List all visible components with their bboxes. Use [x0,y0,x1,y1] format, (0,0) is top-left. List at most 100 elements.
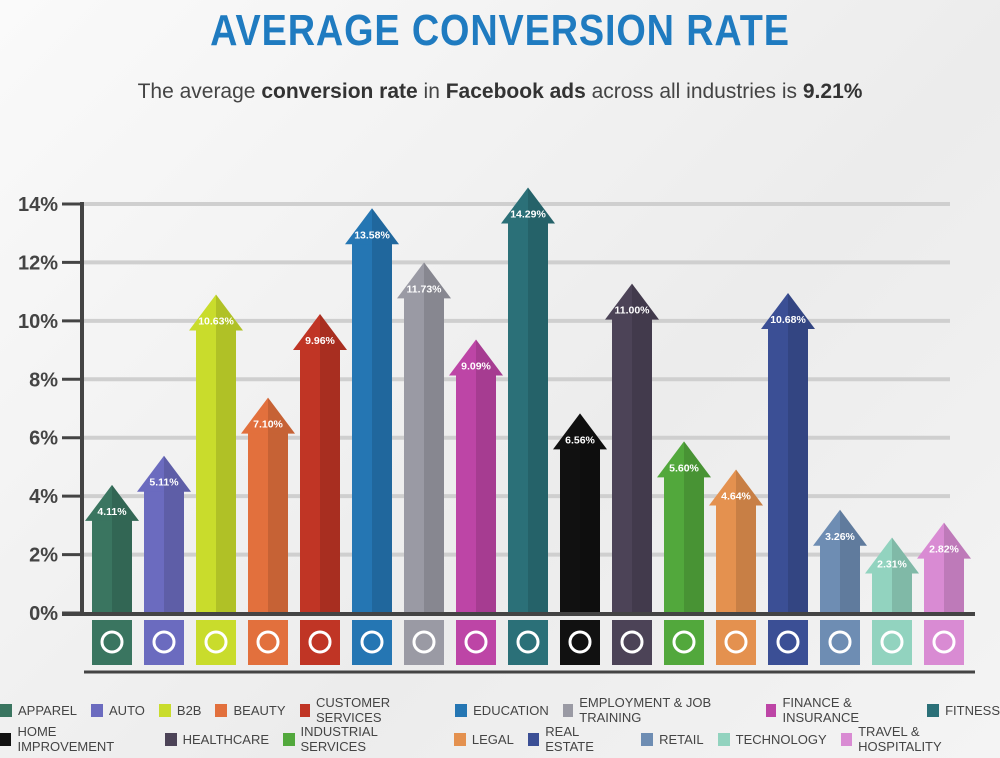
icon-glyph [828,630,852,654]
bar-body [716,504,756,613]
legend-item: Customer Services [299,695,442,725]
legend-swatch [840,732,853,746]
bar-shade [372,208,399,613]
bar-body [768,327,808,613]
bar-arrowhead [449,339,503,376]
legend-label: Retail [659,731,704,747]
legend-row: Apparel Auto B2B Beauty Customer Services Edu… [0,695,1000,725]
bar-legal: 4.64% [709,469,763,613]
bar-body [92,519,132,613]
bar-arrowhead [241,397,295,434]
tshirt-icon [92,620,132,665]
y-tick-label: 0% [29,603,58,625]
bar-shade [632,283,659,613]
tools-icon [560,620,600,665]
bar-body [820,544,860,613]
data-label: 3.26% [825,531,855,543]
icon-tile [196,620,236,665]
bar-shade [216,294,243,613]
handshake-icon [196,620,236,665]
legend-label: Industrial Services [300,724,378,754]
legend-label: Employment & Job Training [579,695,712,725]
icon-tile [248,620,288,665]
icon-tile [820,620,860,665]
icon-tile [300,620,340,665]
data-label: 4.64% [721,490,751,502]
legend-item: Apparel [0,695,77,725]
legend-swatch [158,703,171,717]
icon-tile [924,620,964,665]
icon-tile [560,620,600,665]
legend-label: B2B [176,702,202,718]
bar-shade [164,455,191,613]
bar-shade [424,262,451,613]
icon-glyph [620,630,644,654]
bar-arrowhead [85,484,139,521]
icon-tile [612,620,652,665]
bar-finance-insurance: 9.09% [449,339,503,613]
data-label: 9.96% [305,335,335,347]
icon-glyph [152,630,176,654]
bar-arrowhead [397,262,451,299]
bar-fitness: 14.29% [501,187,555,613]
bar-body [560,448,600,613]
icon-tile [92,620,132,665]
legend-label: Beauty [233,702,286,718]
bar-arrowhead [709,469,763,506]
icon-tile [768,620,808,665]
bar-shade [736,469,763,613]
icon-glyph [464,630,488,654]
icon-glyph [568,630,592,654]
legend-swatch [91,703,104,717]
legend-label: Education [473,702,549,718]
bar-arrowhead [917,522,971,559]
y-tick-label: 12% [18,252,58,274]
data-label: 13.58% [354,229,390,241]
data-label: 9.09% [461,360,491,372]
bar-retail: 3.26% [813,509,867,613]
map-pin-icon [924,620,964,665]
y-tick-label: 2% [29,545,58,567]
legend-swatch [0,703,12,717]
legend-swatch [765,703,777,717]
icon-glyph [516,630,540,654]
icon-tile [664,620,704,665]
legend-label: Legal [471,731,514,747]
tag-icon [820,620,860,665]
bar-education: 13.58% [345,208,399,613]
legend-item: Legal [453,724,514,754]
gavel-icon [716,620,756,665]
legend-swatch [299,703,310,717]
legend-swatch [453,732,466,746]
bar-arrowhead [813,509,867,546]
bar-healthcare: 11.00% [605,283,659,613]
bar-industrial-services: 5.60% [657,441,711,613]
bar-arrowhead [761,292,815,329]
legend-label: Customer Services [315,695,391,725]
mirror-icon [248,620,288,665]
legend-swatch [455,703,468,717]
bar-shade [268,397,295,613]
bar-shade [892,537,919,613]
data-label: 5.60% [669,462,699,474]
y-tick-label: 10% [18,311,58,333]
bar-body [248,432,288,613]
bar-employment-job-training: 11.73% [397,262,451,613]
legend-swatch [164,732,177,746]
icon-tile [508,620,548,665]
bar-customer-services: 9.96% [293,314,347,613]
icon-glyph [672,630,696,654]
muscle-icon [508,620,548,665]
bar-body [456,374,496,613]
icon-glyph [204,630,228,654]
medical-kit-icon [612,620,652,665]
bar-arrowhead [605,283,659,320]
data-label: 7.10% [253,419,283,431]
bar-body [872,572,912,613]
bar-arrowhead [189,294,243,331]
data-label: 11.00% [614,305,650,317]
bar-technology: 2.31% [865,537,919,613]
chart-subtitle: The average conversion rate in Facebook … [137,80,863,103]
money-bag-icon [456,620,496,665]
legend-item: Retail [641,724,704,754]
